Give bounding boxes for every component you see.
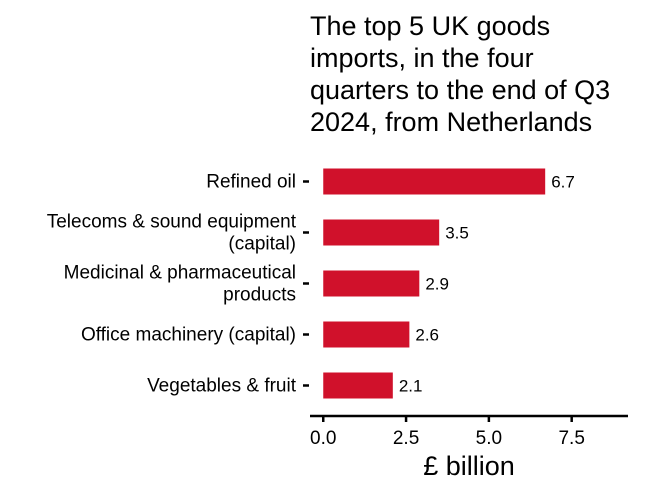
x-tick-label: 0.0: [310, 428, 336, 449]
x-tick-label: 2.5: [393, 428, 419, 449]
chart-title-line: imports, in the four: [310, 43, 534, 73]
bar: [323, 219, 440, 246]
bar: [323, 321, 410, 348]
data-label: 2.1: [399, 377, 423, 396]
category-label: products: [223, 285, 296, 306]
category-label: Office machinery (capital): [81, 325, 296, 346]
bar: [323, 168, 546, 195]
x-axis-label: £ billion: [423, 451, 515, 478]
bar: [323, 270, 420, 297]
data-label: 3.5: [445, 224, 469, 243]
chart-title-line: quarters to the end of Q3: [310, 75, 611, 105]
data-label: 2.9: [425, 275, 449, 294]
category-label: Telecoms & sound equipment: [47, 212, 297, 233]
chart-title-line: The top 5 UK goods: [310, 11, 551, 41]
category-label: (capital): [228, 234, 296, 255]
x-tick-label: 7.5: [558, 428, 584, 449]
chart-title-line: 2024, from Netherlands: [310, 107, 593, 137]
category-label: Medicinal & pharmaceutical: [64, 263, 296, 284]
bar: [323, 372, 393, 399]
category-label: Vegetables & fruit: [147, 376, 297, 397]
x-tick-label: 5.0: [476, 428, 502, 449]
data-label: 2.6: [415, 326, 439, 345]
data-label: 6.7: [551, 173, 575, 192]
category-label: Refined oil: [206, 172, 296, 193]
